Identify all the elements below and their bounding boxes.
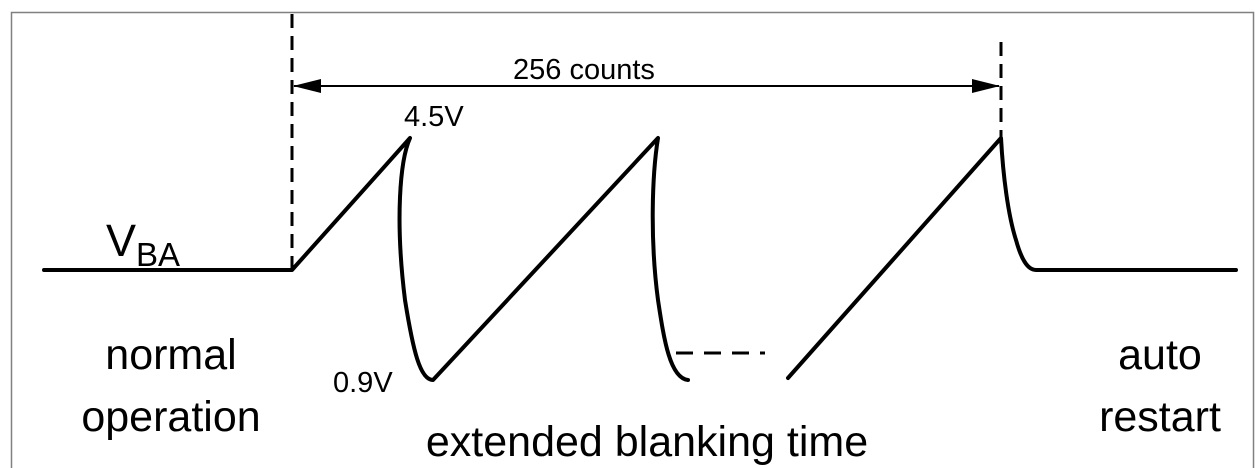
signal-name-subscript: BA xyxy=(136,236,180,273)
signal-name-main: V xyxy=(106,215,136,266)
auto-restart-label-line1: auto xyxy=(1118,331,1202,379)
valley-voltage-label: 0.9V xyxy=(333,367,393,399)
vba-waveform xyxy=(42,136,690,382)
final-ramp-and-restart xyxy=(786,136,1238,380)
counts-label: 256 counts xyxy=(513,54,655,86)
normal-operation-label-line2: operation xyxy=(81,393,260,441)
blanking-time-label: extended blanking time xyxy=(426,418,868,466)
peak-voltage-label: 4.5V xyxy=(404,101,464,133)
diagram-frame xyxy=(10,11,1255,468)
normal-operation-label-line1: normal xyxy=(105,331,236,379)
signal-name-label: VBA xyxy=(106,215,180,273)
auto-restart-label-line2: restart xyxy=(1099,393,1221,441)
